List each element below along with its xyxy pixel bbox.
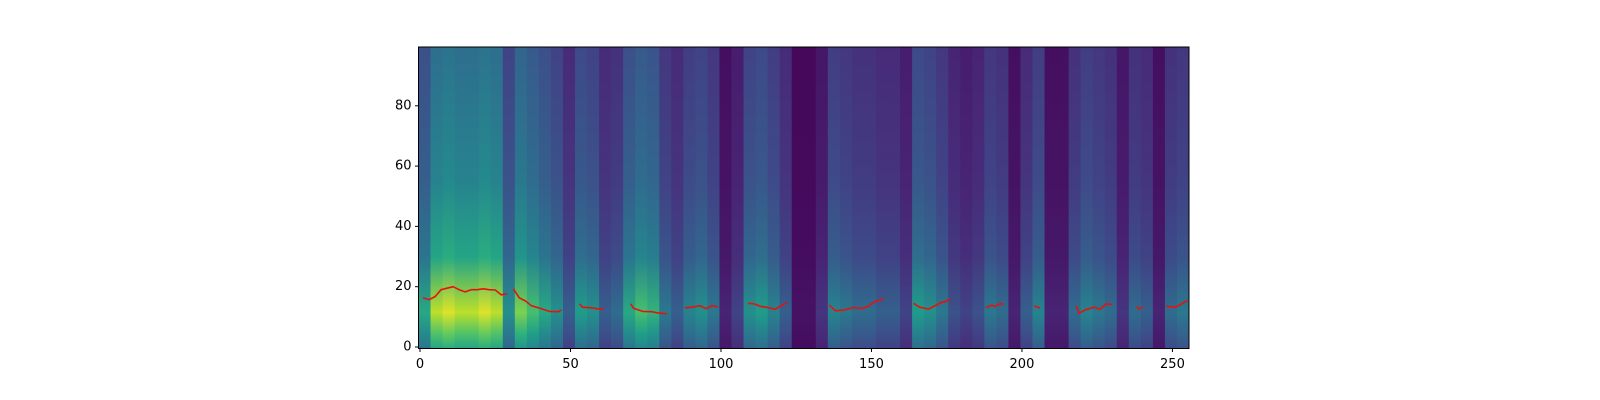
spectrogram-column — [743, 47, 757, 349]
spectrogram-column — [1032, 47, 1046, 349]
spectrogram-column — [430, 47, 444, 349]
x-tick-label: 0 — [416, 357, 424, 372]
spectrogram-column — [1116, 47, 1130, 349]
spectrogram-column — [1140, 47, 1154, 349]
y-tick-label: 40 — [395, 219, 412, 234]
spectrogram-column — [875, 47, 889, 349]
spectrogram-column — [526, 47, 540, 349]
spectrogram-column — [719, 47, 733, 349]
spectrogram-column — [827, 47, 841, 349]
spectrogram-column — [960, 47, 973, 349]
spectrogram-column — [924, 47, 937, 349]
y-tick-label: 80 — [395, 98, 412, 113]
spectrogram-column — [635, 47, 648, 349]
spectrogram-column — [1020, 47, 1034, 349]
x-tick-label: 150 — [859, 357, 884, 372]
spectrogram-column — [502, 47, 516, 349]
spectrogram-column — [1056, 47, 1070, 349]
spectrogram-column — [839, 47, 853, 349]
spectrogram-column — [1104, 47, 1118, 349]
spectrogram-column — [851, 47, 865, 349]
spectrogram-column — [623, 47, 636, 349]
spectrogram-column — [1080, 47, 1094, 349]
spectrogram-column — [791, 47, 805, 349]
pitch-line — [422, 285, 1188, 315]
x-tick-label: 100 — [709, 357, 734, 372]
y-tick-label: 60 — [395, 159, 412, 174]
spectrogram-column — [948, 47, 961, 349]
spectrogram-column — [912, 47, 925, 349]
spectrogram-column — [538, 47, 552, 349]
spectrogram-column — [514, 47, 528, 349]
x-tick-label: 200 — [1010, 357, 1035, 372]
spectrogram-column — [1128, 47, 1142, 349]
spectrogram-column — [767, 47, 781, 349]
spectrogram-column — [815, 47, 829, 349]
spectrogram-column — [478, 47, 492, 349]
spectrogram-column — [1008, 47, 1022, 349]
spectrogram-column — [490, 47, 504, 349]
spectrogram-column — [863, 47, 877, 349]
spectrogram-column — [996, 47, 1010, 349]
spectrogram-column — [550, 47, 564, 349]
spectrogram-column — [1176, 47, 1189, 349]
spectrogram-column — [454, 47, 468, 349]
spectrogram-column — [1068, 47, 1082, 349]
spectrogram-column — [972, 47, 985, 349]
spectrogram-column — [888, 47, 901, 349]
spectrogram-column — [671, 47, 684, 349]
y-tick-label: 20 — [395, 279, 412, 294]
spectrogram-column — [1044, 47, 1058, 349]
spectrogram-column — [779, 47, 793, 349]
spectrogram-column — [695, 47, 709, 349]
spectrogram-column — [442, 47, 456, 349]
spectrogram-column — [466, 47, 480, 349]
spectrogram-column — [900, 47, 913, 349]
spectrogram-column — [575, 47, 588, 349]
spectrogram-column — [599, 47, 612, 349]
spectrogram-column — [683, 47, 696, 349]
spectrogram-column — [731, 47, 745, 349]
spectrogram-column — [803, 47, 817, 349]
x-tick-label: 50 — [562, 357, 579, 372]
spectrogram-column — [936, 47, 949, 349]
y-tick-label: 0 — [403, 339, 411, 354]
spectrogram-column — [562, 47, 576, 349]
spectrogram-column — [1092, 47, 1106, 349]
x-tick-label: 250 — [1160, 357, 1185, 372]
spectrogram-column — [647, 47, 660, 349]
spectrogram-column — [1152, 47, 1166, 349]
plot-frame — [418, 46, 1190, 349]
spectrogram-column — [984, 47, 997, 349]
spectrogram-column — [707, 47, 721, 349]
spectrogram — [418, 47, 1189, 349]
spectrogram-column — [1164, 47, 1178, 349]
spectrogram-column — [587, 47, 600, 349]
spectrogram-column — [418, 47, 432, 349]
pitch-layer — [422, 285, 1188, 315]
spectrogram-column — [755, 47, 769, 349]
spectrogram-column — [611, 47, 624, 349]
spectrogram-column — [659, 47, 672, 349]
